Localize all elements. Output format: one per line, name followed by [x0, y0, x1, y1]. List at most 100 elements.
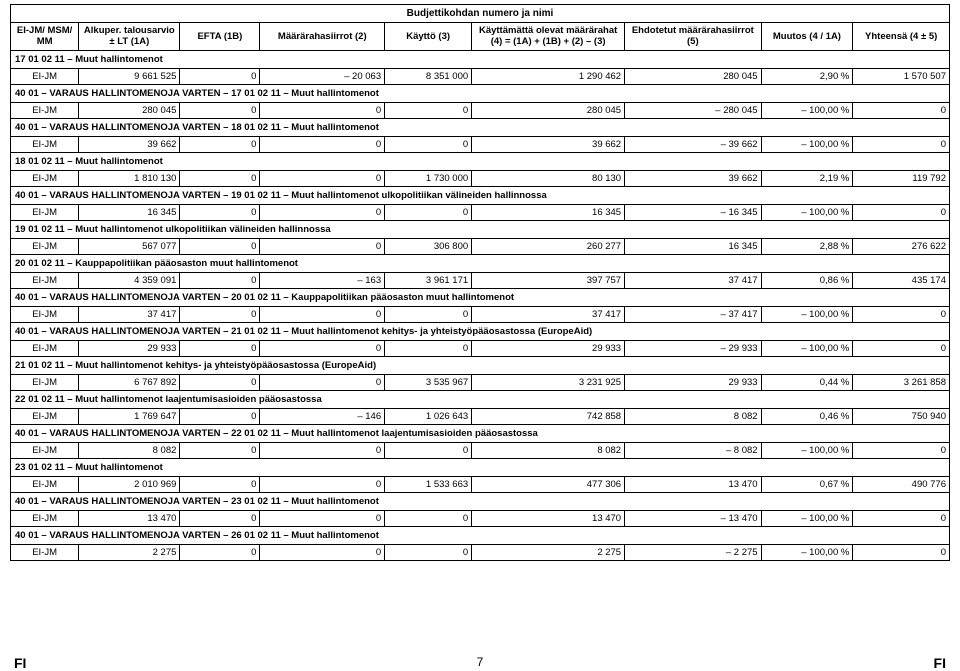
table-title: Budjettikohdan numero ja nimi — [11, 5, 950, 23]
cell-c6: 29 933 — [625, 374, 761, 390]
cell-c3: – 163 — [260, 272, 385, 288]
cell-c1: 2 010 969 — [79, 476, 180, 492]
cell-c8: 1 570 507 — [853, 68, 950, 84]
section-row: 40 01 – VARAUS HALLINTOMENOJA VARTEN – 1… — [11, 84, 950, 102]
cell-c8: 0 — [853, 544, 950, 560]
row-label: EI-JM — [11, 272, 79, 288]
section-title: 40 01 – VARAUS HALLINTOMENOJA VARTEN – 1… — [11, 84, 950, 102]
cell-c8: 0 — [853, 204, 950, 220]
table-row: EI-JM9 661 5250– 20 0638 351 0001 290 46… — [11, 68, 950, 84]
section-row: 23 01 02 11 – Muut hallintomenot — [11, 458, 950, 476]
cell-c7: 0,44 % — [761, 374, 853, 390]
cell-c2: 0 — [180, 374, 260, 390]
cell-c8: 0 — [853, 306, 950, 322]
cell-c5: 397 757 — [472, 272, 625, 288]
section-title: 17 01 02 11 – Muut hallintomenot — [11, 50, 950, 68]
cell-c2: 0 — [180, 102, 260, 118]
cell-c2: 0 — [180, 340, 260, 356]
cell-c7: – 100,00 % — [761, 442, 853, 458]
cell-c2: 0 — [180, 306, 260, 322]
cell-c7: 0,67 % — [761, 476, 853, 492]
cell-c2: 0 — [180, 238, 260, 254]
cell-c4: 0 — [385, 136, 472, 152]
cell-c2: 0 — [180, 136, 260, 152]
col-header-5: Käyttämättä olevat määrärahat (4) = (1A)… — [472, 23, 625, 51]
row-label: EI-JM — [11, 238, 79, 254]
cell-c4: 3 535 967 — [385, 374, 472, 390]
section-row: 40 01 – VARAUS HALLINTOMENOJA VARTEN – 2… — [11, 288, 950, 306]
section-row: 21 01 02 11 – Muut hallintomenot kehitys… — [11, 356, 950, 374]
cell-c4: 8 351 000 — [385, 68, 472, 84]
row-label: EI-JM — [11, 136, 79, 152]
cell-c8: 490 776 — [853, 476, 950, 492]
cell-c4: 3 961 171 — [385, 272, 472, 288]
table-row: EI-JM13 47000013 470– 13 470– 100,00 %0 — [11, 510, 950, 526]
cell-c4: 0 — [385, 102, 472, 118]
cell-c5: 29 933 — [472, 340, 625, 356]
cell-c8: 0 — [853, 340, 950, 356]
row-label: EI-JM — [11, 374, 79, 390]
cell-c6: 16 345 — [625, 238, 761, 254]
cell-c8: 435 174 — [853, 272, 950, 288]
cell-c2: 0 — [180, 442, 260, 458]
cell-c7: – 100,00 % — [761, 544, 853, 560]
row-label: EI-JM — [11, 68, 79, 84]
cell-c3: 0 — [260, 442, 385, 458]
cell-c7: 2,88 % — [761, 238, 853, 254]
cell-c4: 0 — [385, 442, 472, 458]
cell-c5: 477 306 — [472, 476, 625, 492]
budget-table: Budjettikohdan numero ja nimi EI-JM/ MSM… — [10, 4, 950, 561]
cell-c7: 0,46 % — [761, 408, 853, 424]
cell-c5: 37 417 — [472, 306, 625, 322]
table-row: EI-JM567 07700306 800260 27716 3452,88 %… — [11, 238, 950, 254]
section-title: 40 01 – VARAUS HALLINTOMENOJA VARTEN – 2… — [11, 288, 950, 306]
cell-c8: 0 — [853, 442, 950, 458]
cell-c5: 16 345 — [472, 204, 625, 220]
section-row: 40 01 – VARAUS HALLINTOMENOJA VARTEN – 2… — [11, 526, 950, 544]
row-label: EI-JM — [11, 340, 79, 356]
section-row: 40 01 – VARAUS HALLINTOMENOJA VARTEN – 1… — [11, 118, 950, 136]
cell-c7: – 100,00 % — [761, 102, 853, 118]
cell-c3: 0 — [260, 374, 385, 390]
cell-c4: 1 026 643 — [385, 408, 472, 424]
cell-c5: 39 662 — [472, 136, 625, 152]
cell-c2: 0 — [180, 170, 260, 186]
section-title: 40 01 – VARAUS HALLINTOMENOJA VARTEN – 2… — [11, 526, 950, 544]
cell-c2: 0 — [180, 272, 260, 288]
cell-c5: 280 045 — [472, 102, 625, 118]
section-title: 21 01 02 11 – Muut hallintomenot kehitys… — [11, 356, 950, 374]
cell-c3: 0 — [260, 544, 385, 560]
cell-c4: 0 — [385, 306, 472, 322]
section-row: 17 01 02 11 – Muut hallintomenot — [11, 50, 950, 68]
section-row: 40 01 – VARAUS HALLINTOMENOJA VARTEN – 2… — [11, 322, 950, 340]
cell-c3: – 146 — [260, 408, 385, 424]
section-row: 19 01 02 11 – Muut hallintomenot ulkopol… — [11, 220, 950, 238]
section-title: 19 01 02 11 – Muut hallintomenot ulkopol… — [11, 220, 950, 238]
cell-c4: 0 — [385, 544, 472, 560]
cell-c2: 0 — [180, 408, 260, 424]
cell-c6: – 280 045 — [625, 102, 761, 118]
cell-c4: 1 533 663 — [385, 476, 472, 492]
cell-c4: 306 800 — [385, 238, 472, 254]
col-header-3: Määrärahasiirrot (2) — [260, 23, 385, 51]
cell-c5: 80 130 — [472, 170, 625, 186]
cell-c8: 276 622 — [853, 238, 950, 254]
row-label: EI-JM — [11, 442, 79, 458]
cell-c1: 8 082 — [79, 442, 180, 458]
table-row: EI-JM280 045000280 045– 280 045– 100,00 … — [11, 102, 950, 118]
row-label: EI-JM — [11, 408, 79, 424]
row-label: EI-JM — [11, 510, 79, 526]
table-row: EI-JM1 810 130001 730 00080 13039 6622,1… — [11, 170, 950, 186]
cell-c8: 0 — [853, 136, 950, 152]
section-title: 40 01 – VARAUS HALLINTOMENOJA VARTEN – 2… — [11, 492, 950, 510]
cell-c7: – 100,00 % — [761, 306, 853, 322]
row-label: EI-JM — [11, 476, 79, 492]
cell-c3: 0 — [260, 102, 385, 118]
cell-c2: 0 — [180, 544, 260, 560]
cell-c1: 567 077 — [79, 238, 180, 254]
table-row: EI-JM2 2750002 275– 2 275– 100,00 %0 — [11, 544, 950, 560]
cell-c6: 37 417 — [625, 272, 761, 288]
table-row: EI-JM39 66200039 662– 39 662– 100,00 %0 — [11, 136, 950, 152]
cell-c2: 0 — [180, 204, 260, 220]
cell-c1: 29 933 — [79, 340, 180, 356]
